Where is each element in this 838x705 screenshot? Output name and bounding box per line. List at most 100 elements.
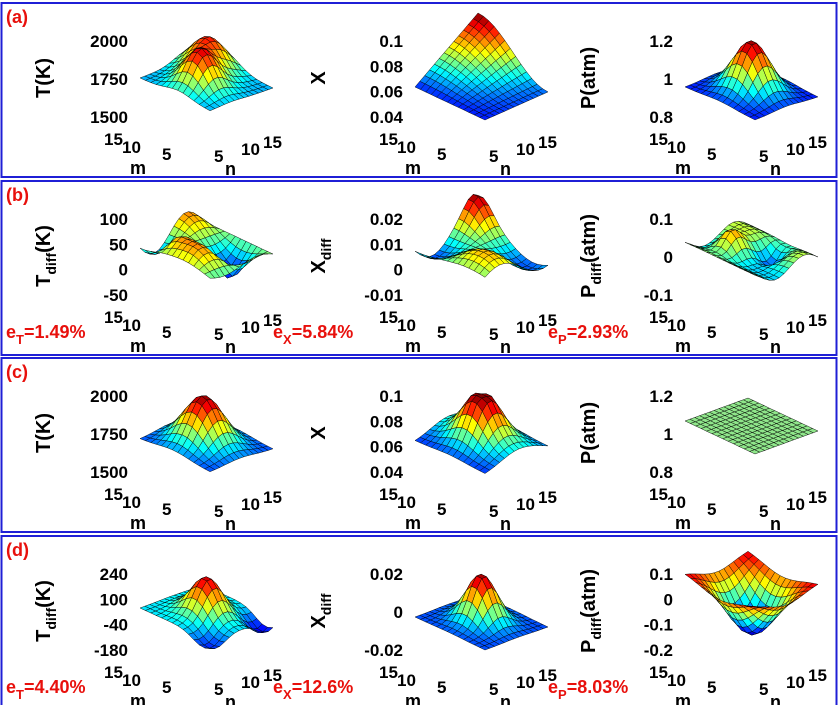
m-tick-label: 15 [104, 485, 123, 504]
m-tick-label: 15 [104, 308, 123, 327]
m-tick-label: 15 [649, 485, 668, 504]
m-tick-label: 10 [397, 316, 416, 335]
error-label: eT=4.40% [6, 677, 86, 702]
surface-mesh [414, 194, 549, 278]
n-axis-label: n [225, 692, 236, 705]
surface-mesh [414, 392, 549, 474]
z-tick-label: 0.1 [649, 565, 673, 584]
error-label: eX=5.84% [273, 322, 353, 347]
z-tick-label: 0.01 [370, 235, 403, 254]
z-tick-label: 0.06 [370, 83, 403, 102]
z-axis-label: Pdiff(atm) [578, 569, 604, 653]
z-tick-label: 0.06 [370, 438, 403, 457]
m-tick-label: 10 [122, 316, 141, 335]
z-tick-label: 2000 [90, 387, 128, 406]
n-tick-label: 15 [538, 133, 557, 152]
m-tick-label: 15 [649, 308, 668, 327]
m-tick-label: 15 [379, 130, 398, 149]
n-tick-label: 10 [516, 318, 535, 337]
z-tick-label: 0.04 [370, 463, 404, 482]
z-tick-label: 240 [100, 565, 128, 584]
m-tick-label: 5 [437, 145, 446, 164]
n-tick-label: 10 [241, 673, 260, 692]
n-tick-label: 5 [489, 325, 498, 344]
n-tick-label: 5 [214, 502, 223, 521]
panel-border [0, 357, 838, 533]
n-tick-label: 10 [516, 140, 535, 159]
z-axis-label: P(atm) [578, 47, 600, 109]
n-axis-label: n [770, 337, 781, 357]
n-tick-label: 15 [538, 311, 557, 330]
z-tick-label: 100 [100, 210, 128, 229]
m-tick-label: 5 [162, 500, 171, 519]
n-axis-label: n [770, 692, 781, 705]
n-tick-label: 10 [786, 673, 805, 692]
surface-mesh [414, 573, 549, 651]
m-axis-label: m [675, 158, 691, 178]
n-tick-label: 5 [214, 147, 223, 166]
n-tick-label: 15 [538, 488, 557, 507]
z-tick-label: -180 [94, 641, 128, 660]
m-axis-label: m [130, 158, 146, 178]
n-tick-label: 5 [214, 680, 223, 699]
z-tick-label: 0.08 [370, 412, 403, 431]
z-axis-label: T(K) [33, 413, 55, 453]
surface-mesh [139, 211, 274, 279]
z-axis-label: Pdiff(atm) [578, 214, 604, 298]
surface-cell [204, 271, 216, 279]
panel-border [0, 535, 838, 705]
z-tick-label: -0.2 [644, 641, 673, 660]
surface-cell [204, 105, 216, 112]
error-label: eP=8.03% [548, 677, 628, 702]
m-axis-label: m [130, 336, 146, 356]
m-tick-label: 15 [379, 663, 398, 682]
n-axis-label: n [500, 337, 511, 357]
m-axis-label: m [405, 336, 421, 356]
z-tick-label: 0.1 [379, 32, 403, 51]
surface-cell [479, 114, 491, 121]
n-tick-label: 5 [759, 325, 768, 344]
m-tick-label: 5 [707, 500, 716, 519]
surface-cell [479, 645, 491, 651]
z-tick-label: 1.2 [649, 32, 673, 51]
z-tick-label: 0.1 [649, 210, 673, 229]
z-axis-label: T(K) [33, 58, 55, 98]
m-tick-label: 5 [162, 145, 171, 164]
n-tick-label: 10 [786, 140, 805, 159]
n-tick-label: 15 [263, 133, 282, 152]
n-tick-label: 5 [489, 680, 498, 699]
n-tick-label: 5 [759, 680, 768, 699]
z-tick-label: 100 [100, 590, 128, 609]
surface-cell [204, 466, 216, 472]
surface-cell [749, 449, 761, 455]
n-tick-label: 15 [808, 666, 827, 685]
n-axis-label: n [500, 514, 511, 534]
z-tick-label: 1750 [90, 425, 128, 444]
z-tick-label: 1500 [90, 463, 128, 482]
z-tick-label: 1500 [90, 108, 128, 127]
n-tick-label: 15 [808, 133, 827, 152]
surface-plot: Pdiff(atm) 0.10-0.1-0.215 10 5 5 10 15m n [578, 551, 827, 705]
surface-cell [204, 647, 215, 649]
z-tick-label: -0.02 [364, 641, 403, 660]
z-tick-label: -0.1 [644, 286, 673, 305]
z-tick-label: 0.02 [370, 210, 403, 229]
z-tick-label: 1.2 [649, 387, 673, 406]
z-tick-label: 0 [394, 261, 403, 280]
n-axis-label: n [500, 692, 511, 705]
n-axis-label: n [225, 337, 236, 357]
z-tick-label: -0.1 [644, 616, 673, 635]
surface-mesh [139, 576, 274, 649]
n-tick-label: 10 [516, 495, 535, 514]
m-tick-label: 5 [162, 323, 171, 342]
m-tick-label: 10 [667, 316, 686, 335]
error-label: eX=12.6% [273, 677, 353, 702]
n-tick-label: 5 [759, 147, 768, 166]
surface-plot: Pdiff(atm) 0.10-0.115 10 5 5 10 15m n [578, 210, 827, 357]
n-tick-label: 5 [759, 502, 768, 521]
n-axis-label: n [225, 159, 236, 179]
